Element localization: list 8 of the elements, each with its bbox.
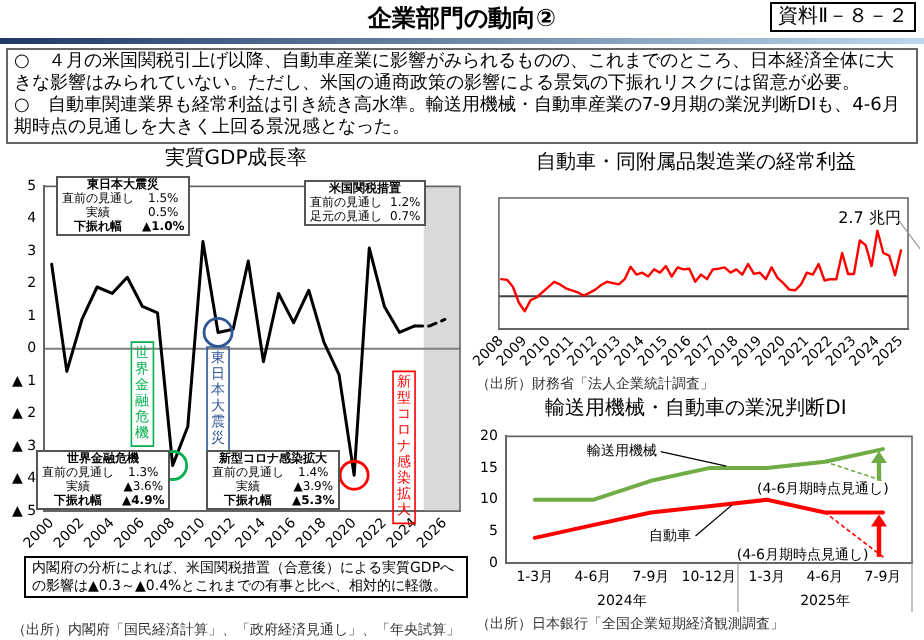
chart-title: 自動車・同附属品製造業の経常利益 (534, 152, 858, 174)
text: 企業部門の動向② (367, 4, 557, 32)
text: ○ ４月の米国関税引上げ以降、自動車産業に影響がみられるものの、これまでのところ、日本経済全体に大きな影響はみられていない。ただし、米国の通商政策の影響による景気の下振れリスクには留意が必要。 (14, 52, 896, 94)
text: 資料Ⅱ－８－２ (770, 2, 916, 32)
chart-title: 輸送用機械・自動車の業況判断DI (543, 398, 849, 420)
chart-title: 実質GDP成長率 (162, 148, 310, 170)
text: ○ 自動車関連業界も経常利益は引き続き高水準。輸送用機械・自動車産業の7-9月期の業況判断DIも、4-6月期時点の見通しを大きく上回る景況感となった。 (14, 96, 902, 138)
annotation: 2.7 兆円 (838, 208, 901, 227)
